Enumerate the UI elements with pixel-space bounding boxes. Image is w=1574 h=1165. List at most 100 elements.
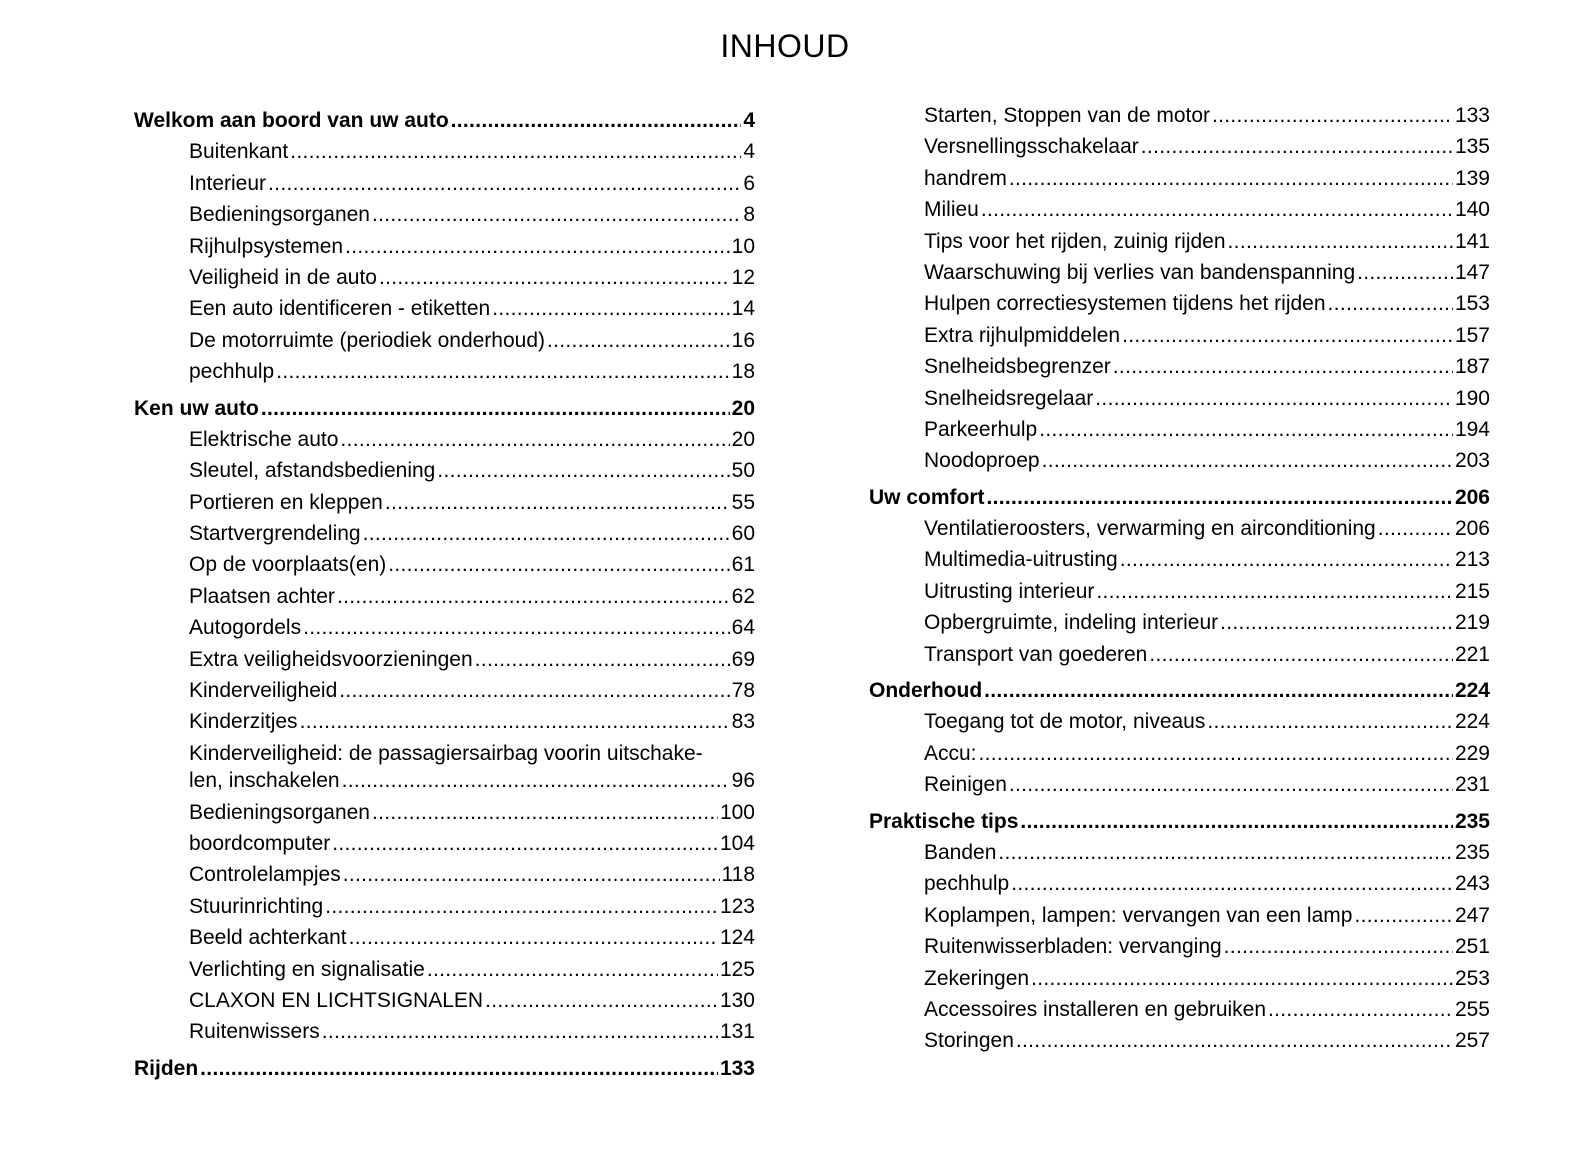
toc-entry[interactable]: Rijhulpsystemen 10 — [134, 231, 755, 262]
toc-entry-label: CLAXON EN LICHTSIGNALEN — [189, 988, 484, 1012]
toc-chapter[interactable]: Rijden 133 — [134, 1053, 755, 1084]
toc-entry[interactable]: Buitenkant 4 — [134, 136, 755, 167]
toc-entry-label: Interieur — [189, 171, 267, 195]
toc-entry[interactable]: De motorruimte (periodiek onderhoud) 16 — [134, 325, 755, 356]
toc-entry[interactable]: Interieur 6 — [134, 168, 755, 199]
toc-entry[interactable]: Accu: 229 — [869, 738, 1490, 769]
toc-entry[interactable]: Extra rijhulpmiddelen 157 — [869, 320, 1490, 351]
dot-leader — [1149, 639, 1453, 670]
dot-leader — [1096, 576, 1453, 607]
toc-entry[interactable]: Ventilatieroosters, verwarming en aircon… — [869, 513, 1490, 544]
dot-leader — [1009, 769, 1453, 800]
toc-entry[interactable]: Ruitenwisserbladen: vervanging 251 — [869, 931, 1490, 962]
toc-entry-label: Een auto identificeren - etiketten — [189, 297, 491, 321]
toc-page-number: 235 — [1454, 840, 1490, 864]
toc-entry[interactable]: Veiligheid in de auto 12 — [134, 262, 755, 293]
toc-entry-label: Milieu — [924, 198, 979, 222]
dot-leader — [1122, 320, 1453, 351]
toc-entry[interactable]: Sleutel, afstandsbediening 50 — [134, 455, 755, 486]
toc-entry[interactable]: Op de voorplaats(en) 61 — [134, 549, 755, 580]
toc-entry[interactable]: pechhulp 243 — [869, 868, 1490, 899]
toc-entry[interactable]: Opbergruimte, indeling interieur 219 — [869, 607, 1490, 638]
toc-entry[interactable]: Versnellingsschakelaar 135 — [869, 131, 1490, 162]
toc-entry[interactable]: Starten, Stoppen van de motor 133 — [869, 100, 1490, 131]
toc-entry-label: Rijden — [134, 1056, 199, 1080]
toc-chapter[interactable]: Welkom aan boord van uw auto 4 — [134, 105, 755, 136]
toc-entry[interactable]: Kinderzitjes 83 — [134, 706, 755, 737]
toc-entry[interactable]: Een auto identificeren - etiketten 14 — [134, 293, 755, 324]
toc-page-number: 215 — [1454, 579, 1490, 603]
toc-page-number: 190 — [1454, 386, 1490, 410]
toc-chapter[interactable]: Ken uw auto 20 — [134, 393, 755, 424]
toc-entry[interactable]: Beeld achterkant 124 — [134, 922, 755, 953]
toc-entry-label: Snelheidsbegrenzer — [924, 355, 1111, 379]
toc-entry[interactable]: Stuurinrichting 123 — [134, 891, 755, 922]
toc-entry[interactable]: Tips voor het rijden, zuinig rijden 141 — [869, 226, 1490, 257]
toc-page-number: 219 — [1454, 611, 1490, 635]
toc-page-number: 100 — [719, 800, 755, 824]
toc-chapter[interactable]: Uw comfort 206 — [869, 482, 1490, 513]
toc-entry-label: Storingen — [924, 1029, 1014, 1053]
toc-page-number: 131 — [719, 1020, 755, 1044]
page-title: INHOUD — [720, 28, 850, 64]
toc-entry[interactable]: Milieu 140 — [869, 194, 1490, 225]
toc-entry[interactable]: Banden 235 — [869, 837, 1490, 868]
toc-entry[interactable]: Bedieningsorganen 100 — [134, 797, 755, 828]
toc-entry[interactable]: Storingen 257 — [869, 1025, 1490, 1056]
toc-entry[interactable]: Hulpen correctiesystemen tijdens het rij… — [869, 288, 1490, 319]
toc-entry[interactable]: Startvergrendeling 60 — [134, 518, 755, 549]
toc-entry[interactable]: Waarschuwing bij verlies van bandenspann… — [869, 257, 1490, 288]
toc-entry[interactable]: Accessoires installeren en gebruiken 255 — [869, 994, 1490, 1025]
toc-chapter[interactable]: Praktische tips 235 — [869, 806, 1490, 837]
toc-page-number: 12 — [731, 265, 755, 289]
toc-entry[interactable]: Snelheidsbegrenzer 187 — [869, 351, 1490, 382]
toc-entry[interactable]: Reinigen 231 — [869, 769, 1490, 800]
toc-page-number: 231 — [1454, 773, 1490, 797]
toc-entry-label: Welkom aan boord van uw auto — [134, 109, 449, 132]
toc-page-number: 229 — [1454, 741, 1490, 765]
toc-entry[interactable]: Koplampen, lampen: vervangen van een lam… — [869, 900, 1490, 931]
toc-entry-label: Autogordels — [189, 616, 302, 640]
toc-entry-label: handrem — [924, 166, 1007, 190]
toc-entry[interactable]: Multimedia-uitrusting 213 — [869, 544, 1490, 575]
toc-entry[interactable]: Noodoproep 203 — [869, 445, 1490, 476]
toc-entry[interactable]: Transport van goederen 221 — [869, 639, 1490, 670]
dot-leader — [979, 738, 1453, 769]
toc-entry[interactable]: Kinderveiligheid 78 — [134, 675, 755, 706]
toc-entry[interactable]: Elektrische auto 20 — [134, 424, 755, 455]
toc-entry[interactable]: Autogordels 64 — [134, 612, 755, 643]
toc-page-number: 83 — [731, 710, 755, 734]
dot-leader — [1039, 414, 1453, 445]
toc-entry[interactable]: Extra veiligheidsvoorzieningen 69 — [134, 644, 755, 675]
dot-leader — [385, 487, 730, 518]
toc-entry[interactable]: Controlelampjes 118 — [134, 859, 755, 890]
toc-page-number: 255 — [1454, 997, 1490, 1021]
toc-page-number: 224 — [1454, 710, 1490, 734]
dot-leader — [1268, 994, 1453, 1025]
toc-entry[interactable]: Portieren en kleppen 55 — [134, 487, 755, 518]
toc-page-number: 123 — [719, 894, 755, 918]
toc-column-right: Starten, Stoppen van de motor 133 Versnell… — [869, 100, 1490, 1057]
toc-entry[interactable]: pechhulp 18 — [134, 356, 755, 387]
dot-leader — [1224, 931, 1453, 962]
toc-entry-label: Waarschuwing bij verlies van bandenspann… — [924, 260, 1356, 284]
toc-entry-label: Hulpen correctiesystemen tijdens het rij… — [924, 292, 1326, 316]
toc-entry[interactable]: Verlichting en signalisatie 125 — [134, 954, 755, 985]
dot-leader — [1016, 1025, 1453, 1056]
toc-entry[interactable]: Toegang tot de motor, niveaus 224 — [869, 706, 1490, 737]
toc-entry[interactable]: boordcomputer 104 — [134, 828, 755, 859]
dot-leader — [325, 891, 718, 922]
toc-entry[interactable]: Snelheidsregelaar 190 — [869, 383, 1490, 414]
toc-entry[interactable]: Parkeerhulp 194 — [869, 414, 1490, 445]
toc-entry[interactable]: len, inschakelen 96 — [134, 765, 755, 796]
toc-entry[interactable]: handrem 139 — [869, 163, 1490, 194]
toc-chapter[interactable]: Onderhoud 224 — [869, 675, 1490, 706]
toc-entry[interactable]: Ruitenwissers 131 — [134, 1016, 755, 1047]
toc-entry[interactable]: CLAXON EN LICHTSIGNALEN 130 — [134, 985, 755, 1016]
toc-entry[interactable]: Zekeringen 253 — [869, 963, 1490, 994]
toc-entry[interactable]: Bedieningsorganen 8 — [134, 199, 755, 230]
toc-entry[interactable]: Uitrusting interieur 215 — [869, 576, 1490, 607]
toc-entry[interactable]: Plaatsen achter 62 — [134, 581, 755, 612]
toc-entry-label: Parkeerhulp — [924, 417, 1038, 441]
toc-page-number: 16 — [731, 328, 755, 352]
